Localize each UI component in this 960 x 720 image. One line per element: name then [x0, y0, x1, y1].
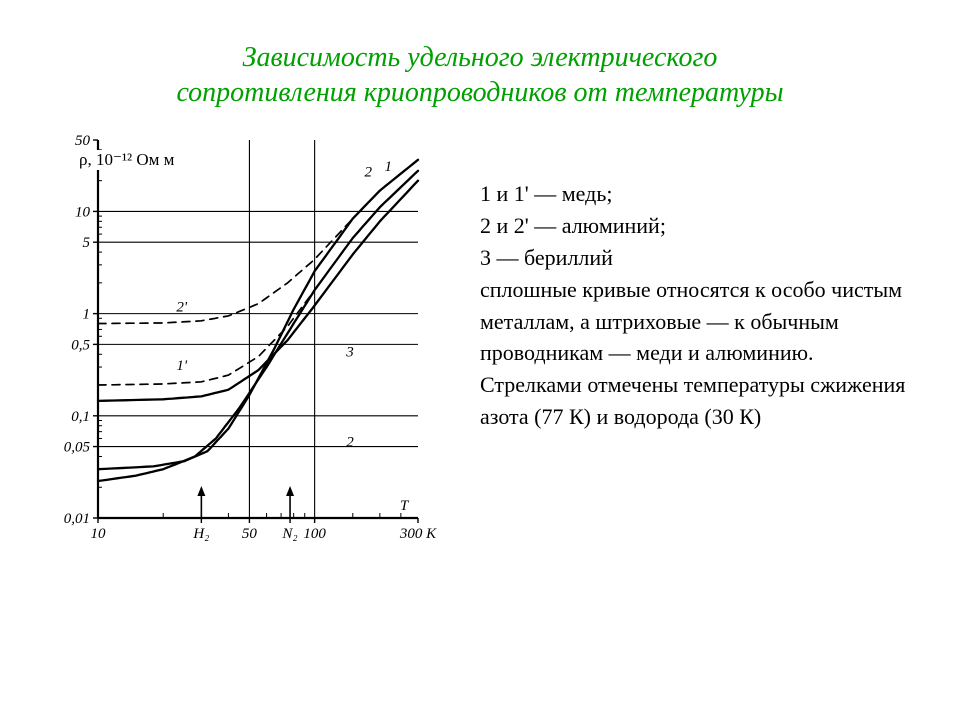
svg-text:2: 2	[365, 164, 373, 180]
svg-text:2': 2'	[176, 299, 188, 315]
svg-text:N₂: N₂	[281, 526, 297, 542]
svg-text:10: 10	[75, 204, 91, 220]
y-axis-unit-label: ρ, 10⁻¹² Ом м	[76, 150, 177, 170]
svg-text:1: 1	[83, 307, 91, 323]
svg-text:2: 2	[346, 435, 354, 451]
svg-text:0,1: 0,1	[71, 409, 90, 425]
legend-text: 1 и 1' — медь; 2 и 2' — алюминий; 3 — бе…	[480, 128, 920, 558]
svg-text:10: 10	[91, 526, 107, 542]
resistivity-chart: 0,01 0,05 0,1 0,5 1 5 10 50 10 H₂ 50 N₂ 100 300 K T 2 1'…	[40, 128, 440, 558]
page-title: Зависимость удельного электрического соп…	[60, 0, 900, 110]
chart-container: ρ, 10⁻¹² Ом м 0,01 0,05 0,1 0,5 1 5 10 50 10 H₂ 50…	[0, 128, 480, 558]
svg-text:1': 1'	[176, 358, 188, 374]
svg-text:T: T	[400, 498, 410, 514]
svg-text:0,05: 0,05	[64, 440, 91, 456]
svg-text:300 K: 300 K	[399, 526, 437, 542]
svg-text:0,01: 0,01	[64, 511, 90, 527]
svg-text:100: 100	[303, 526, 326, 542]
svg-text:1: 1	[384, 159, 392, 175]
content-row: ρ, 10⁻¹² Ом м 0,01 0,05 0,1 0,5 1 5 10 50 10 H₂ 50…	[0, 128, 960, 558]
title-line-1: Зависимость удельного электрического	[243, 42, 718, 73]
legend-line-3: 3 — бериллий	[480, 242, 920, 274]
legend-line-2: 2 и 2' — алюминий;	[480, 210, 920, 242]
svg-text:3: 3	[345, 345, 354, 361]
svg-text:50: 50	[242, 526, 258, 542]
svg-text:5: 5	[83, 235, 91, 251]
svg-text:0,5: 0,5	[71, 337, 90, 353]
svg-text:H₂: H₂	[192, 526, 209, 542]
svg-text:50: 50	[75, 133, 91, 149]
legend-line-5: Стрелками отмечены температуры сжижения …	[480, 369, 920, 433]
legend-line-1: 1 и 1' — медь;	[480, 178, 920, 210]
legend-line-4: сплошные кривые относятся к особо чистым…	[480, 274, 920, 370]
title-line-2: сопротивления криопроводников от темпера…	[176, 77, 783, 108]
